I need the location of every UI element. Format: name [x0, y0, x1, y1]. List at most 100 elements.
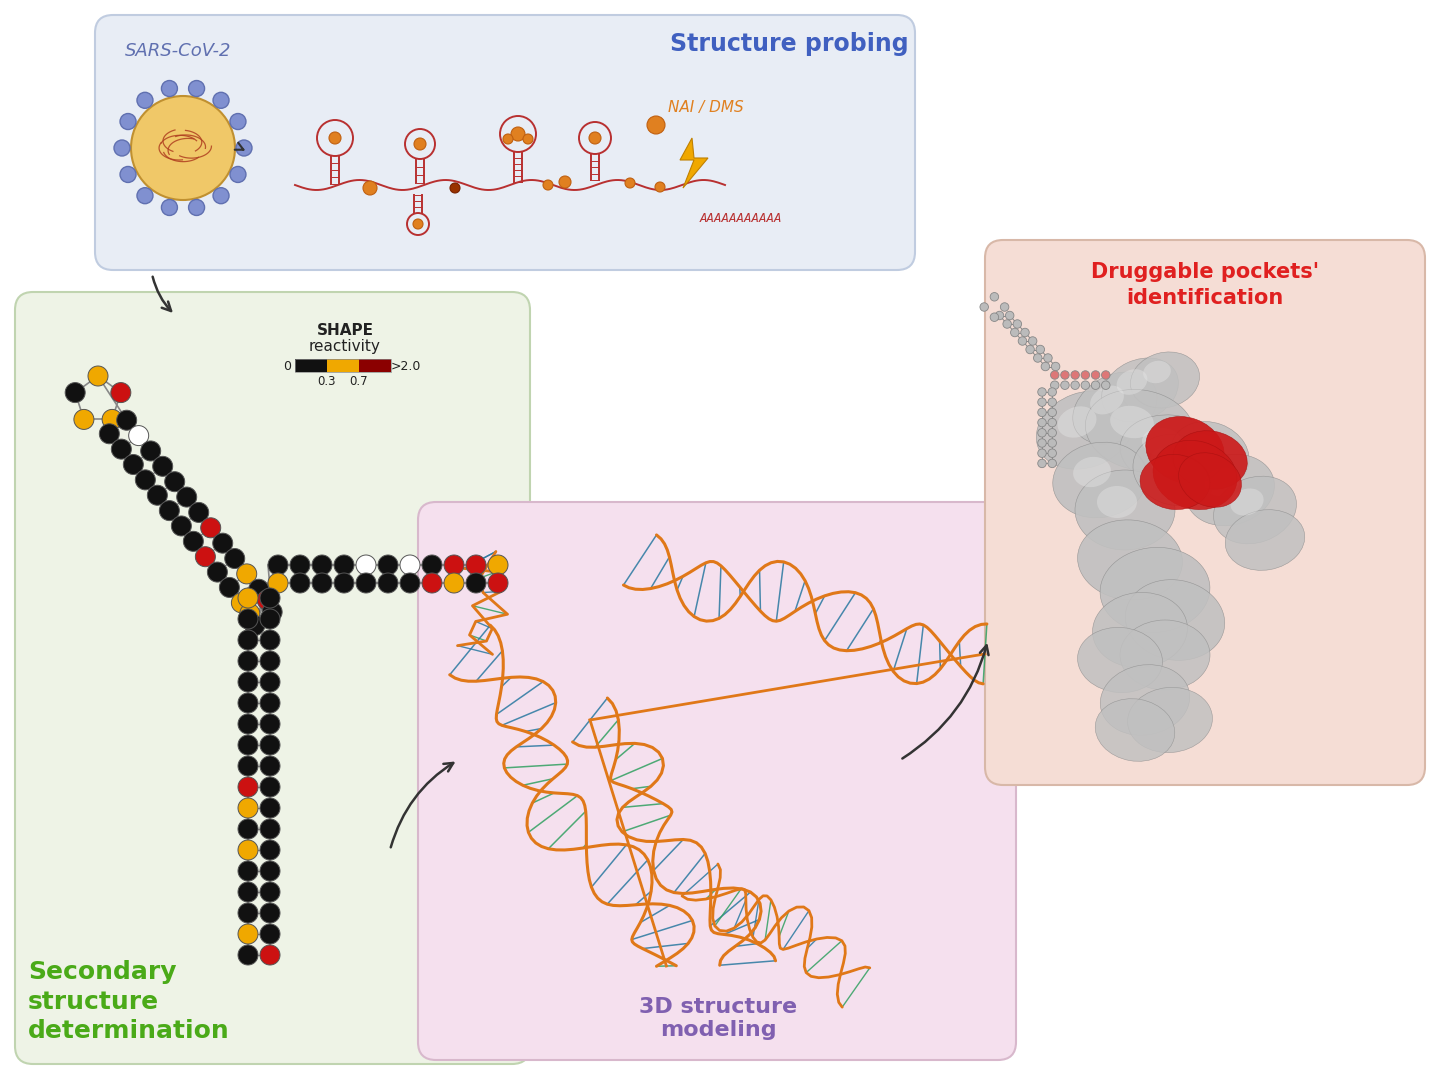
Circle shape	[1005, 312, 1014, 320]
Circle shape	[289, 555, 310, 575]
Circle shape	[334, 555, 354, 575]
Circle shape	[1041, 362, 1050, 371]
Circle shape	[1014, 320, 1021, 328]
Ellipse shape	[1110, 405, 1153, 439]
Circle shape	[444, 573, 464, 593]
Circle shape	[356, 573, 376, 593]
Text: reactivity: reactivity	[310, 338, 382, 354]
Circle shape	[261, 798, 279, 818]
Circle shape	[356, 555, 376, 575]
Circle shape	[1038, 409, 1047, 417]
Circle shape	[268, 555, 288, 575]
Ellipse shape	[1076, 470, 1175, 550]
Ellipse shape	[1128, 688, 1212, 752]
Circle shape	[1028, 336, 1037, 345]
Circle shape	[261, 651, 279, 671]
Circle shape	[238, 714, 258, 734]
Text: Druggable pockets'
identification: Druggable pockets' identification	[1092, 262, 1319, 307]
Circle shape	[1092, 381, 1100, 389]
Text: Secondary
structure
determination: Secondary structure determination	[27, 960, 230, 1044]
Circle shape	[261, 840, 279, 860]
Circle shape	[230, 166, 246, 182]
Circle shape	[1038, 429, 1047, 437]
Circle shape	[559, 176, 572, 188]
Circle shape	[991, 313, 999, 321]
Circle shape	[1081, 371, 1090, 379]
Text: 0.3: 0.3	[318, 375, 337, 388]
Circle shape	[238, 819, 258, 839]
Circle shape	[238, 945, 258, 965]
Circle shape	[238, 861, 258, 881]
Circle shape	[230, 113, 246, 129]
Circle shape	[1071, 371, 1080, 379]
Ellipse shape	[1125, 580, 1225, 661]
Circle shape	[488, 573, 508, 593]
Bar	[295, 359, 392, 372]
Bar	[359, 359, 392, 372]
Ellipse shape	[1100, 665, 1189, 735]
Circle shape	[213, 188, 229, 204]
Circle shape	[1048, 429, 1057, 437]
Circle shape	[503, 134, 513, 144]
Circle shape	[1035, 345, 1044, 354]
Circle shape	[413, 219, 423, 229]
Circle shape	[261, 714, 279, 734]
Ellipse shape	[1146, 416, 1224, 483]
Circle shape	[1048, 448, 1057, 457]
Circle shape	[141, 441, 161, 461]
Circle shape	[511, 127, 526, 141]
Circle shape	[488, 555, 508, 575]
Circle shape	[1002, 320, 1011, 328]
Ellipse shape	[1143, 361, 1171, 383]
Polygon shape	[680, 138, 708, 188]
Ellipse shape	[1151, 447, 1184, 476]
Circle shape	[117, 411, 137, 430]
Circle shape	[261, 903, 279, 923]
Circle shape	[1025, 345, 1034, 354]
Ellipse shape	[1077, 627, 1162, 692]
Circle shape	[261, 924, 279, 944]
Circle shape	[240, 604, 259, 623]
Circle shape	[1038, 388, 1047, 397]
Circle shape	[1018, 336, 1027, 345]
Circle shape	[238, 609, 258, 628]
Circle shape	[137, 188, 153, 204]
Circle shape	[189, 199, 204, 216]
Circle shape	[1038, 398, 1047, 406]
Circle shape	[1038, 448, 1047, 457]
Circle shape	[153, 456, 173, 476]
Circle shape	[1051, 362, 1060, 371]
Circle shape	[467, 555, 487, 575]
Text: >2.0: >2.0	[392, 359, 422, 373]
Circle shape	[261, 693, 279, 713]
Circle shape	[261, 882, 279, 902]
Circle shape	[1061, 371, 1068, 379]
Circle shape	[261, 630, 279, 650]
Circle shape	[238, 840, 258, 860]
Circle shape	[1021, 328, 1030, 336]
Circle shape	[1038, 418, 1047, 427]
Circle shape	[289, 573, 310, 593]
Text: 0: 0	[284, 359, 291, 373]
Circle shape	[219, 578, 239, 597]
Circle shape	[361, 559, 372, 570]
Circle shape	[995, 312, 1004, 320]
Circle shape	[377, 573, 397, 593]
Ellipse shape	[1097, 486, 1138, 519]
Circle shape	[213, 534, 233, 553]
Circle shape	[147, 485, 167, 506]
Circle shape	[200, 517, 220, 538]
Circle shape	[1048, 398, 1057, 406]
Ellipse shape	[1037, 391, 1133, 469]
Ellipse shape	[1171, 421, 1248, 488]
Circle shape	[400, 573, 420, 593]
Circle shape	[261, 861, 279, 881]
FancyBboxPatch shape	[95, 15, 914, 270]
Circle shape	[135, 470, 156, 489]
Circle shape	[134, 430, 144, 441]
Ellipse shape	[1120, 415, 1220, 485]
Ellipse shape	[1093, 593, 1188, 667]
Ellipse shape	[1120, 620, 1210, 690]
Circle shape	[655, 182, 665, 192]
Circle shape	[261, 819, 279, 839]
